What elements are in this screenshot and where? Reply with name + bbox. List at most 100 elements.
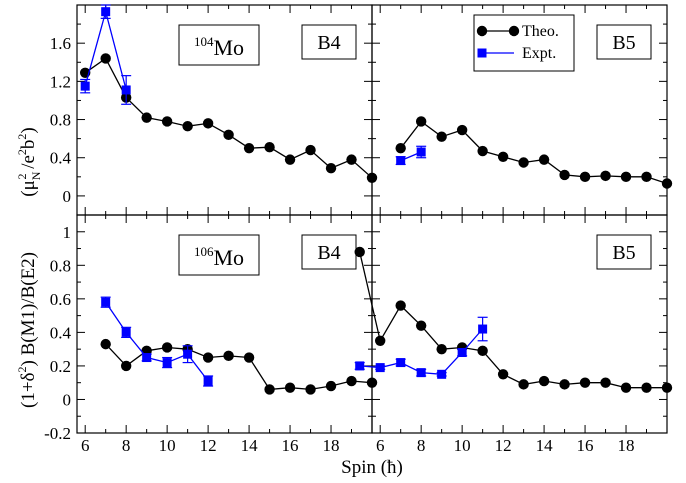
theo-line bbox=[359, 251, 667, 389]
band-label: B5 bbox=[612, 242, 635, 264]
panel-frame bbox=[371, 214, 668, 434]
x-tick-label: 12 bbox=[200, 436, 217, 455]
nucleus-symbol: Mo bbox=[213, 35, 244, 60]
theo-point bbox=[395, 142, 406, 154]
expt-point bbox=[162, 358, 172, 368]
x-tick-label: 10 bbox=[159, 436, 176, 455]
theo-point bbox=[346, 375, 357, 387]
theo-point bbox=[477, 345, 488, 357]
theo-point bbox=[202, 352, 214, 363]
x-tick-label: 6 bbox=[81, 436, 90, 455]
band-label: B4 bbox=[317, 32, 340, 54]
panels-layer: 0 0.4 0.8 1.2 1.6 B4 104Mo B5 Theo.Expt. 6 8 10 12 14… bbox=[44, 4, 673, 455]
theo-point bbox=[477, 145, 488, 157]
theo-point bbox=[354, 246, 365, 258]
theo-point bbox=[538, 375, 550, 387]
theo-point bbox=[325, 380, 337, 392]
theo-point bbox=[415, 116, 427, 127]
theo-point bbox=[325, 163, 337, 174]
nucleus-mass: 106 bbox=[194, 244, 214, 259]
theo-point bbox=[395, 300, 406, 311]
panel-top-left: 0 0.4 0.8 1.2 1.6 B4 104Mo bbox=[50, 4, 378, 216]
theo-point bbox=[243, 142, 255, 154]
theo-point bbox=[641, 382, 652, 393]
theo-point bbox=[161, 342, 173, 353]
y-tick-label: 0.8 bbox=[50, 111, 71, 130]
expt-point bbox=[355, 361, 365, 371]
theo-point bbox=[264, 142, 275, 153]
x-tick-label: 16 bbox=[282, 436, 299, 455]
theo-point bbox=[579, 377, 591, 388]
expt-point bbox=[121, 85, 131, 95]
expt-point bbox=[437, 369, 447, 379]
theo-point bbox=[641, 171, 652, 183]
theo-point bbox=[161, 116, 173, 127]
y-tick-label: 0.8 bbox=[50, 256, 71, 275]
y-tick-label: 0 bbox=[63, 390, 72, 409]
expt-line bbox=[84, 9, 127, 91]
theo-point bbox=[223, 350, 234, 362]
legend-theo-marker bbox=[508, 25, 520, 37]
theo-point bbox=[579, 171, 591, 183]
x-tick-label: 8 bbox=[417, 436, 426, 455]
expt-point bbox=[416, 368, 426, 378]
x-tick-label: 18 bbox=[323, 436, 340, 455]
legend-theo-label: Theo. bbox=[522, 23, 559, 40]
theo-point bbox=[436, 343, 447, 355]
y-tick-label: -0.2 bbox=[44, 424, 71, 443]
nucleus-label: 104Mo bbox=[194, 34, 244, 60]
theo-point bbox=[264, 384, 275, 395]
theo-point bbox=[202, 118, 214, 129]
band-label: B4 bbox=[317, 242, 340, 264]
theo-point bbox=[100, 53, 111, 64]
theo-point bbox=[346, 154, 357, 165]
theo-point bbox=[456, 124, 468, 136]
y-tick-label: 1 bbox=[63, 223, 72, 242]
theo-point bbox=[661, 178, 673, 189]
theo-point bbox=[518, 157, 529, 168]
theo-point bbox=[243, 352, 255, 363]
expt-point bbox=[396, 358, 406, 368]
expt-point bbox=[183, 349, 193, 359]
top-ylabel: (μN2 /e2b2) bbox=[15, 127, 43, 196]
y-tick-label: 1.2 bbox=[50, 72, 71, 91]
xlabel: Spin (ħ) bbox=[341, 457, 403, 478]
theo-point bbox=[223, 129, 234, 141]
y-tick-label: 1.6 bbox=[50, 34, 71, 53]
theo-point bbox=[284, 154, 296, 165]
theo-point bbox=[559, 169, 570, 181]
theo-point bbox=[415, 320, 427, 331]
nucleus-label-box bbox=[178, 24, 260, 66]
expt-point bbox=[416, 147, 426, 157]
expt-point bbox=[478, 324, 488, 334]
x-tick-label: 6 bbox=[376, 436, 385, 455]
expt-line bbox=[105, 301, 209, 382]
theo-point bbox=[600, 377, 611, 388]
theo-point bbox=[538, 154, 550, 165]
expt-point bbox=[101, 297, 111, 307]
x-tick-label: 18 bbox=[618, 436, 635, 455]
nucleus-symbol: Mo bbox=[213, 245, 244, 270]
y-tick-label: 0.4 bbox=[50, 323, 72, 342]
theo-point bbox=[436, 131, 447, 142]
theo-point bbox=[559, 379, 570, 390]
x-tick-label: 16 bbox=[577, 436, 594, 455]
theo-point bbox=[661, 382, 673, 393]
band-label-box bbox=[301, 24, 357, 60]
theo-line bbox=[84, 57, 373, 179]
theo-point bbox=[497, 369, 509, 380]
theo-point bbox=[374, 335, 386, 346]
theo-point bbox=[284, 382, 296, 393]
legend-theo-marker bbox=[476, 25, 488, 37]
y-tick-label: 0.6 bbox=[50, 290, 71, 309]
theo-point bbox=[305, 384, 316, 395]
expt-point bbox=[101, 7, 111, 17]
legend: Theo. Expt. bbox=[473, 14, 575, 72]
expt-point bbox=[375, 363, 385, 373]
expt-point bbox=[203, 376, 213, 386]
theo-point bbox=[600, 170, 611, 182]
x-tick-label: 14 bbox=[536, 436, 554, 455]
expt-point bbox=[396, 156, 406, 166]
band-label-box bbox=[301, 234, 357, 270]
y-tick-label: 0.4 bbox=[50, 149, 72, 168]
